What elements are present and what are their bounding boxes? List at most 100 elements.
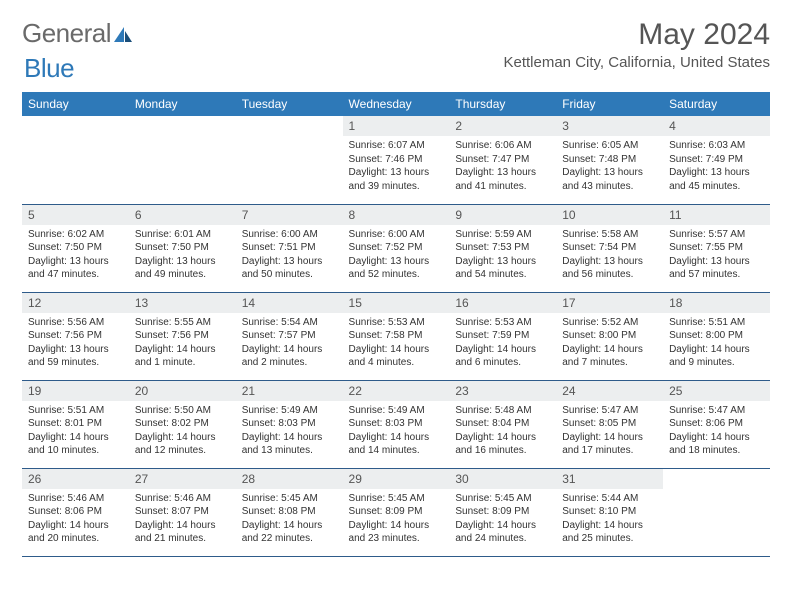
sunset-text: Sunset: 7:49 PM [669,153,764,167]
calendar-week-row: 12Sunrise: 5:56 AMSunset: 7:56 PMDayligh… [22,292,770,380]
sunset-text: Sunset: 7:56 PM [28,329,123,343]
calendar-day-cell: 3Sunrise: 6:05 AMSunset: 7:48 PMDaylight… [556,116,663,204]
calendar-day-cell: 27Sunrise: 5:46 AMSunset: 8:07 PMDayligh… [129,468,236,556]
calendar-day-cell: 1Sunrise: 6:07 AMSunset: 7:46 PMDaylight… [343,116,450,204]
calendar-day-cell: 20Sunrise: 5:50 AMSunset: 8:02 PMDayligh… [129,380,236,468]
sunset-text: Sunset: 7:54 PM [562,241,657,255]
sunrise-text: Sunrise: 6:07 AM [349,139,444,153]
sunrise-text: Sunrise: 6:00 AM [349,228,444,242]
day-number: 24 [556,381,663,401]
daylight-text: Daylight: 14 hours and 23 minutes. [349,519,444,546]
sunset-text: Sunset: 7:48 PM [562,153,657,167]
calendar-day-cell [663,468,770,556]
sunset-text: Sunset: 7:46 PM [349,153,444,167]
day-number: 13 [129,293,236,313]
day-content: Sunrise: 5:49 AMSunset: 8:03 PMDaylight:… [343,401,450,464]
day-number: 7 [236,205,343,225]
day-content: Sunrise: 5:45 AMSunset: 8:09 PMDaylight:… [449,489,556,552]
sunrise-text: Sunrise: 5:46 AM [135,492,230,506]
sunset-text: Sunset: 8:02 PM [135,417,230,431]
sunrise-text: Sunrise: 5:57 AM [669,228,764,242]
daylight-text: Daylight: 13 hours and 41 minutes. [455,166,550,193]
calendar-day-cell: 16Sunrise: 5:53 AMSunset: 7:59 PMDayligh… [449,292,556,380]
sunset-text: Sunset: 7:50 PM [28,241,123,255]
daylight-text: Daylight: 14 hours and 16 minutes. [455,431,550,458]
logo-text-blue: Blue [24,53,74,84]
day-number: 16 [449,293,556,313]
sunset-text: Sunset: 7:50 PM [135,241,230,255]
calendar-day-cell: 4Sunrise: 6:03 AMSunset: 7:49 PMDaylight… [663,116,770,204]
calendar-day-cell: 9Sunrise: 5:59 AMSunset: 7:53 PMDaylight… [449,204,556,292]
sunset-text: Sunset: 7:47 PM [455,153,550,167]
sunrise-text: Sunrise: 5:54 AM [242,316,337,330]
day-number: 23 [449,381,556,401]
day-content: Sunrise: 5:59 AMSunset: 7:53 PMDaylight:… [449,225,556,288]
daylight-text: Daylight: 13 hours and 50 minutes. [242,255,337,282]
sunrise-text: Sunrise: 5:47 AM [562,404,657,418]
sunrise-text: Sunrise: 5:56 AM [28,316,123,330]
day-number: 30 [449,469,556,489]
sunset-text: Sunset: 7:57 PM [242,329,337,343]
day-number: 1 [343,116,450,136]
day-number: 25 [663,381,770,401]
calendar-day-cell: 6Sunrise: 6:01 AMSunset: 7:50 PMDaylight… [129,204,236,292]
sunrise-text: Sunrise: 5:59 AM [455,228,550,242]
day-number: 21 [236,381,343,401]
day-content: Sunrise: 5:46 AMSunset: 8:07 PMDaylight:… [129,489,236,552]
sunrise-text: Sunrise: 5:49 AM [349,404,444,418]
day-content: Sunrise: 6:01 AMSunset: 7:50 PMDaylight:… [129,225,236,288]
day-content: Sunrise: 5:49 AMSunset: 8:03 PMDaylight:… [236,401,343,464]
day-number: 20 [129,381,236,401]
day-content: Sunrise: 6:03 AMSunset: 7:49 PMDaylight:… [663,136,770,199]
calendar-day-cell: 14Sunrise: 5:54 AMSunset: 7:57 PMDayligh… [236,292,343,380]
calendar-day-cell: 24Sunrise: 5:47 AMSunset: 8:05 PMDayligh… [556,380,663,468]
day-number: 6 [129,205,236,225]
sunrise-text: Sunrise: 5:51 AM [28,404,123,418]
daylight-text: Daylight: 14 hours and 25 minutes. [562,519,657,546]
day-number: 17 [556,293,663,313]
sunset-text: Sunset: 7:51 PM [242,241,337,255]
weekday-header: Thursday [449,92,556,116]
daylight-text: Daylight: 14 hours and 2 minutes. [242,343,337,370]
daylight-text: Daylight: 13 hours and 54 minutes. [455,255,550,282]
calendar-table: SundayMondayTuesdayWednesdayThursdayFrid… [22,92,770,557]
sunset-text: Sunset: 8:04 PM [455,417,550,431]
daylight-text: Daylight: 13 hours and 47 minutes. [28,255,123,282]
day-content: Sunrise: 5:50 AMSunset: 8:02 PMDaylight:… [129,401,236,464]
day-content: Sunrise: 5:52 AMSunset: 8:00 PMDaylight:… [556,313,663,376]
sunset-text: Sunset: 7:56 PM [135,329,230,343]
calendar-header-row: SundayMondayTuesdayWednesdayThursdayFrid… [22,92,770,116]
day-number: 12 [22,293,129,313]
daylight-text: Daylight: 14 hours and 21 minutes. [135,519,230,546]
day-content: Sunrise: 5:44 AMSunset: 8:10 PMDaylight:… [556,489,663,552]
daylight-text: Daylight: 13 hours and 52 minutes. [349,255,444,282]
day-number: 11 [663,205,770,225]
sunrise-text: Sunrise: 5:46 AM [28,492,123,506]
sunrise-text: Sunrise: 6:02 AM [28,228,123,242]
day-number: 26 [22,469,129,489]
sunrise-text: Sunrise: 5:55 AM [135,316,230,330]
day-content: Sunrise: 6:02 AMSunset: 7:50 PMDaylight:… [22,225,129,288]
day-content: Sunrise: 5:57 AMSunset: 7:55 PMDaylight:… [663,225,770,288]
calendar-week-row: 1 Sunrise: 6:07 AMSunset: 7:46 PM Daylight… [22,116,770,204]
day-number: 8 [343,205,450,225]
day-content: Sunrise: 5:47 AMSunset: 8:06 PMDaylight:… [663,401,770,464]
sunset-text: Sunset: 8:00 PM [562,329,657,343]
sunset-text: Sunset: 7:55 PM [669,241,764,255]
day-number: 4 [663,116,770,136]
calendar-day-cell: 19Sunrise: 5:51 AMSunset: 8:01 PMDayligh… [22,380,129,468]
day-content: Sunrise: 6:00 AMSunset: 7:52 PMDaylight:… [343,225,450,288]
day-content: Sunrise: 5:53 AMSunset: 7:59 PMDaylight:… [449,313,556,376]
sunset-text: Sunset: 8:08 PM [242,505,337,519]
calendar-body: 1 Sunrise: 6:07 AMSunset: 7:46 PM Daylight… [22,116,770,556]
daylight-text: Daylight: 14 hours and 9 minutes. [669,343,764,370]
daylight-text: Daylight: 13 hours and 56 minutes. [562,255,657,282]
daylight-text: Daylight: 14 hours and 22 minutes. [242,519,337,546]
day-content: Sunrise: 5:53 AMSunset: 7:58 PMDaylight:… [343,313,450,376]
sunrise-text: Sunrise: 6:03 AM [669,139,764,153]
location-text: Kettleman City, California, United State… [503,54,770,71]
daylight-text: Daylight: 13 hours and 45 minutes. [669,166,764,193]
calendar-day-cell: 29Sunrise: 5:45 AMSunset: 8:09 PMDayligh… [343,468,450,556]
day-content: Sunrise: 5:46 AMSunset: 8:06 PMDaylight:… [22,489,129,552]
day-content: Sunrise: 6:06 AMSunset: 7:47 PMDaylight:… [449,136,556,199]
